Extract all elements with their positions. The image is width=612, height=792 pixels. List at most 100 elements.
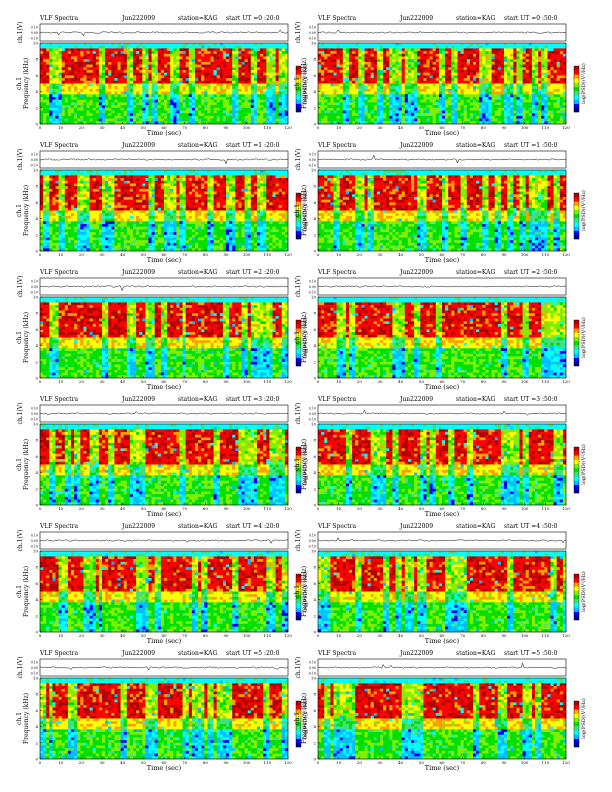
spectrogram-cell: [263, 54, 266, 57]
spectrogram-cell: [254, 48, 257, 51]
spectrogram-cell: [251, 54, 254, 57]
spectrogram-cell: [124, 70, 127, 73]
spectrogram-cell: [102, 84, 105, 87]
spectrogram-cell: [130, 51, 133, 54]
spectrogram-cell: [180, 75, 183, 78]
spectrogram-cell: [207, 89, 210, 92]
spectrogram-cell: [87, 57, 90, 60]
spectrogram-cell: [161, 84, 164, 87]
spectrogram-cell: [108, 59, 111, 62]
spectrogram-cell: [167, 78, 170, 81]
spectrogram-cell: [77, 65, 80, 68]
spectrogram-cell: [173, 54, 176, 57]
spectrogram-cell: [65, 59, 68, 62]
spectrogram-cell: [83, 65, 86, 68]
spectrogram-cell: [68, 46, 71, 49]
spectrogram-cell: [133, 57, 136, 60]
spectrogram-cell: [257, 81, 260, 84]
spectrogram-cell: [118, 94, 121, 97]
spectrogram-cell: [198, 46, 201, 49]
spectrogram-cell: [127, 67, 130, 70]
spectrogram-cell: [158, 92, 161, 95]
spectrogram-cell: [158, 54, 161, 57]
spectrogram-cell: [254, 73, 257, 76]
spectrogram-cell: [133, 62, 136, 65]
spectrogram-cell: [158, 59, 161, 62]
spectrogram-cell: [56, 67, 59, 70]
spectrogram-cell: [235, 62, 238, 65]
spectrogram-cell: [242, 70, 245, 73]
spectrogram-cell: [251, 57, 254, 60]
spectrogram-cell: [158, 57, 161, 60]
spectrogram-cell: [232, 70, 235, 73]
spectrogram-cell: [263, 48, 266, 51]
spectrogram-cell: [80, 54, 83, 57]
spectrogram-cell: [170, 94, 173, 97]
spectrogram-cell: [118, 62, 121, 65]
spectrogram-cell: [204, 57, 207, 60]
spectrogram-cell: [204, 67, 207, 70]
spectrogram-cell: [139, 89, 142, 92]
spectrogram-cell: [43, 51, 46, 54]
spectrogram-cell: [99, 81, 102, 84]
spectrogram-cell: [71, 84, 74, 87]
spectrogram-cell: [102, 75, 105, 78]
spectrogram-cell: [102, 70, 105, 73]
spectrogram-cell: [170, 73, 173, 76]
spectrogram-cell: [80, 92, 83, 95]
spectrogram-cell: [124, 86, 127, 89]
spectrogram-cell: [62, 81, 65, 84]
spectrogram-cell: [145, 65, 148, 68]
spectrogram-cell: [46, 81, 49, 84]
spectrogram-cell: [62, 48, 65, 51]
spectrogram-cell: [49, 65, 52, 68]
spectrogram-cell: [223, 81, 226, 84]
spectrogram-cell: [276, 89, 279, 92]
spectrogram-cell: [167, 94, 170, 97]
spectrogram-cell: [217, 92, 220, 95]
spectrogram-cell: [87, 43, 90, 46]
spectrogram-cell: [105, 70, 108, 73]
spectrogram-cell: [226, 67, 229, 70]
spectrogram-cell: [164, 86, 167, 89]
spectrogram-cell: [46, 75, 49, 78]
spectrogram-cell: [257, 86, 260, 89]
spectrogram-cell: [118, 65, 121, 68]
spectrogram-cell: [201, 62, 204, 65]
spectrogram-cell: [173, 75, 176, 78]
spectrogram-cell: [139, 70, 142, 73]
spectrogram-cell: [139, 59, 142, 62]
spectrogram-cell: [80, 84, 83, 87]
spectrogram-cell: [282, 67, 285, 70]
spectrogram-cell: [232, 48, 235, 51]
spectrogram-cell: [257, 92, 260, 95]
spectrogram-cell: [96, 70, 99, 73]
spectrogram-cell: [217, 65, 220, 68]
spectrogram-cell: [149, 92, 152, 95]
spectrogram-cell: [279, 57, 282, 60]
spectrogram-cell: [40, 78, 43, 81]
spectrogram-cell: [201, 65, 204, 68]
spectrogram-cell: [235, 75, 238, 78]
spectrogram-cell: [90, 94, 93, 97]
spectrogram-cell: [46, 48, 49, 51]
spectrogram-cell: [90, 78, 93, 81]
spectrogram-cell: [186, 62, 189, 65]
spectrogram-cell: [96, 51, 99, 54]
spectrogram-cell: [220, 89, 223, 92]
spectrogram-cell: [276, 75, 279, 78]
spectrogram-cell: [198, 54, 201, 57]
spectrogram-cell: [189, 92, 192, 95]
spectrogram-cell: [49, 43, 52, 46]
spectrogram-cell: [102, 46, 105, 49]
spectrogram-cell: [46, 67, 49, 70]
spectrogram-cell: [269, 86, 272, 89]
spectrogram-cell: [266, 43, 269, 46]
spectrogram-cell: [49, 75, 52, 78]
spectrogram-cell: [207, 75, 210, 78]
spectrogram-cell: [220, 70, 223, 73]
spectrogram-cell: [145, 67, 148, 70]
spectrogram-cell: [195, 92, 198, 95]
spectrogram-cell: [136, 75, 139, 78]
spectrogram-cell: [189, 89, 192, 92]
